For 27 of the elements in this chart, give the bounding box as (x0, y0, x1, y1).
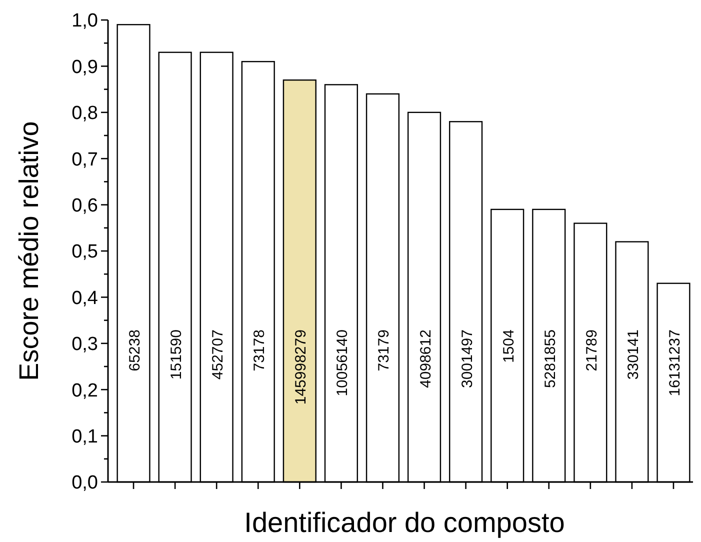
y-tick-label: 0,1 (72, 426, 98, 448)
y-tick-label: 0,2 (72, 380, 98, 402)
x-tick-label: 3001497 (458, 330, 476, 388)
x-tick-label: 1504 (500, 330, 518, 363)
x-tick-label: 21789 (583, 330, 600, 372)
x-tick-label: 452707 (210, 330, 227, 380)
x-tick-label: 10056140 (334, 330, 352, 396)
y-tick-label: 0,4 (72, 288, 98, 309)
x-tick-label: 73179 (376, 330, 393, 372)
x-tick-label: 145998279 (292, 330, 310, 405)
y-tick-label: 0,6 (72, 195, 98, 216)
x-tick-label: 151590 (168, 330, 186, 380)
y-axis-title: Escore médio relativo (14, 121, 44, 381)
x-tick-label: 330141 (624, 330, 642, 380)
x-axis-title: Identificador do composto (244, 507, 565, 538)
y-tick-label: 0,0 (72, 472, 98, 494)
x-tick-label: 5281855 (542, 330, 559, 388)
x-tick-label: 65238 (126, 330, 144, 372)
y-tick-label: 1,0 (72, 10, 98, 32)
y-tick-label: 0,8 (72, 103, 98, 124)
x-tick-label: 16131237 (666, 330, 684, 396)
x-tick-label: 4098612 (417, 330, 434, 388)
y-tick-label: 0,7 (72, 149, 98, 170)
y-tick-label: 0,9 (72, 56, 98, 78)
y-tick-label: 0,3 (72, 334, 98, 356)
y-tick-label: 0,5 (72, 242, 98, 263)
x-tick-label: 73178 (251, 330, 268, 372)
